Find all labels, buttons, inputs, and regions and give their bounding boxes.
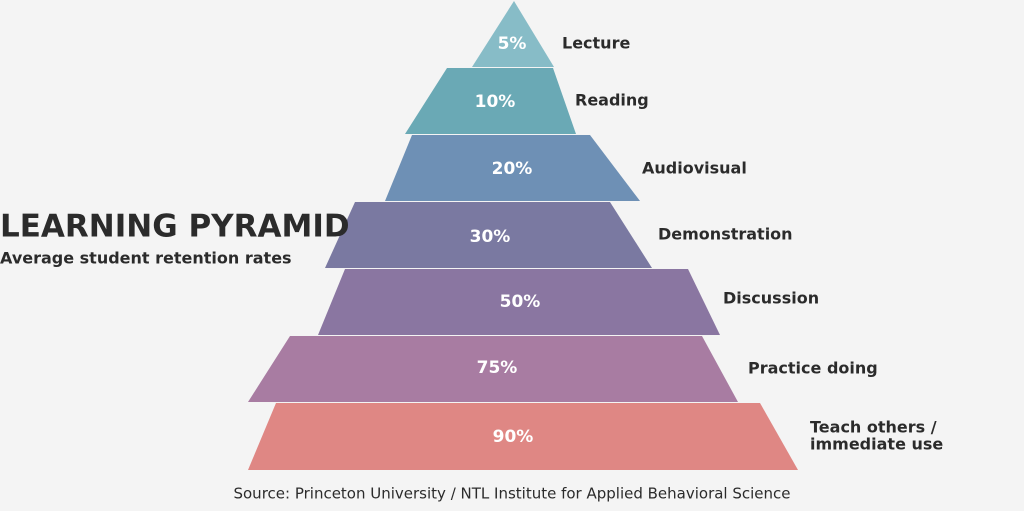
level-label: Teach others / bbox=[810, 418, 937, 437]
subtitle: Average student retention rates bbox=[0, 249, 292, 268]
level-label: Reading bbox=[575, 91, 649, 110]
retention-rate: 50% bbox=[500, 292, 541, 312]
retention-rate: 10% bbox=[475, 92, 516, 112]
level-label: Audiovisual bbox=[642, 159, 747, 178]
layer bbox=[472, 1, 554, 67]
layer bbox=[405, 68, 576, 134]
level-label: Practice doing bbox=[748, 359, 878, 378]
level-label: Discussion bbox=[723, 289, 819, 308]
layer bbox=[248, 336, 738, 402]
retention-rate: 5% bbox=[498, 34, 527, 54]
retention-rate: 30% bbox=[470, 227, 511, 247]
layer bbox=[385, 135, 640, 201]
layer bbox=[325, 202, 652, 268]
pyramid bbox=[248, 1, 798, 470]
retention-rate: 75% bbox=[477, 358, 518, 378]
retention-rate: 20% bbox=[492, 159, 533, 179]
level-label: Demonstration bbox=[658, 225, 793, 244]
level-label: immediate use bbox=[810, 435, 943, 454]
retention-rate: 90% bbox=[493, 427, 534, 447]
source: Source: Princeton University / NTL Insti… bbox=[233, 485, 790, 503]
layer bbox=[318, 269, 720, 335]
level-label: Lecture bbox=[562, 34, 630, 53]
title: LEARNING PYRAMID bbox=[0, 209, 350, 245]
layer bbox=[248, 403, 798, 470]
